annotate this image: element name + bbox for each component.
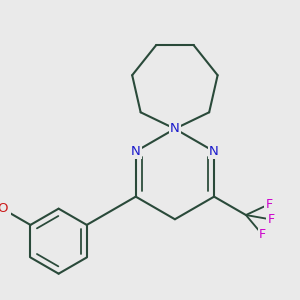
Text: N: N xyxy=(131,145,141,158)
Text: F: F xyxy=(267,213,274,226)
Text: O: O xyxy=(0,202,8,215)
Text: N: N xyxy=(170,122,180,135)
Text: F: F xyxy=(259,228,266,241)
Text: N: N xyxy=(209,145,219,158)
Text: F: F xyxy=(266,198,272,211)
